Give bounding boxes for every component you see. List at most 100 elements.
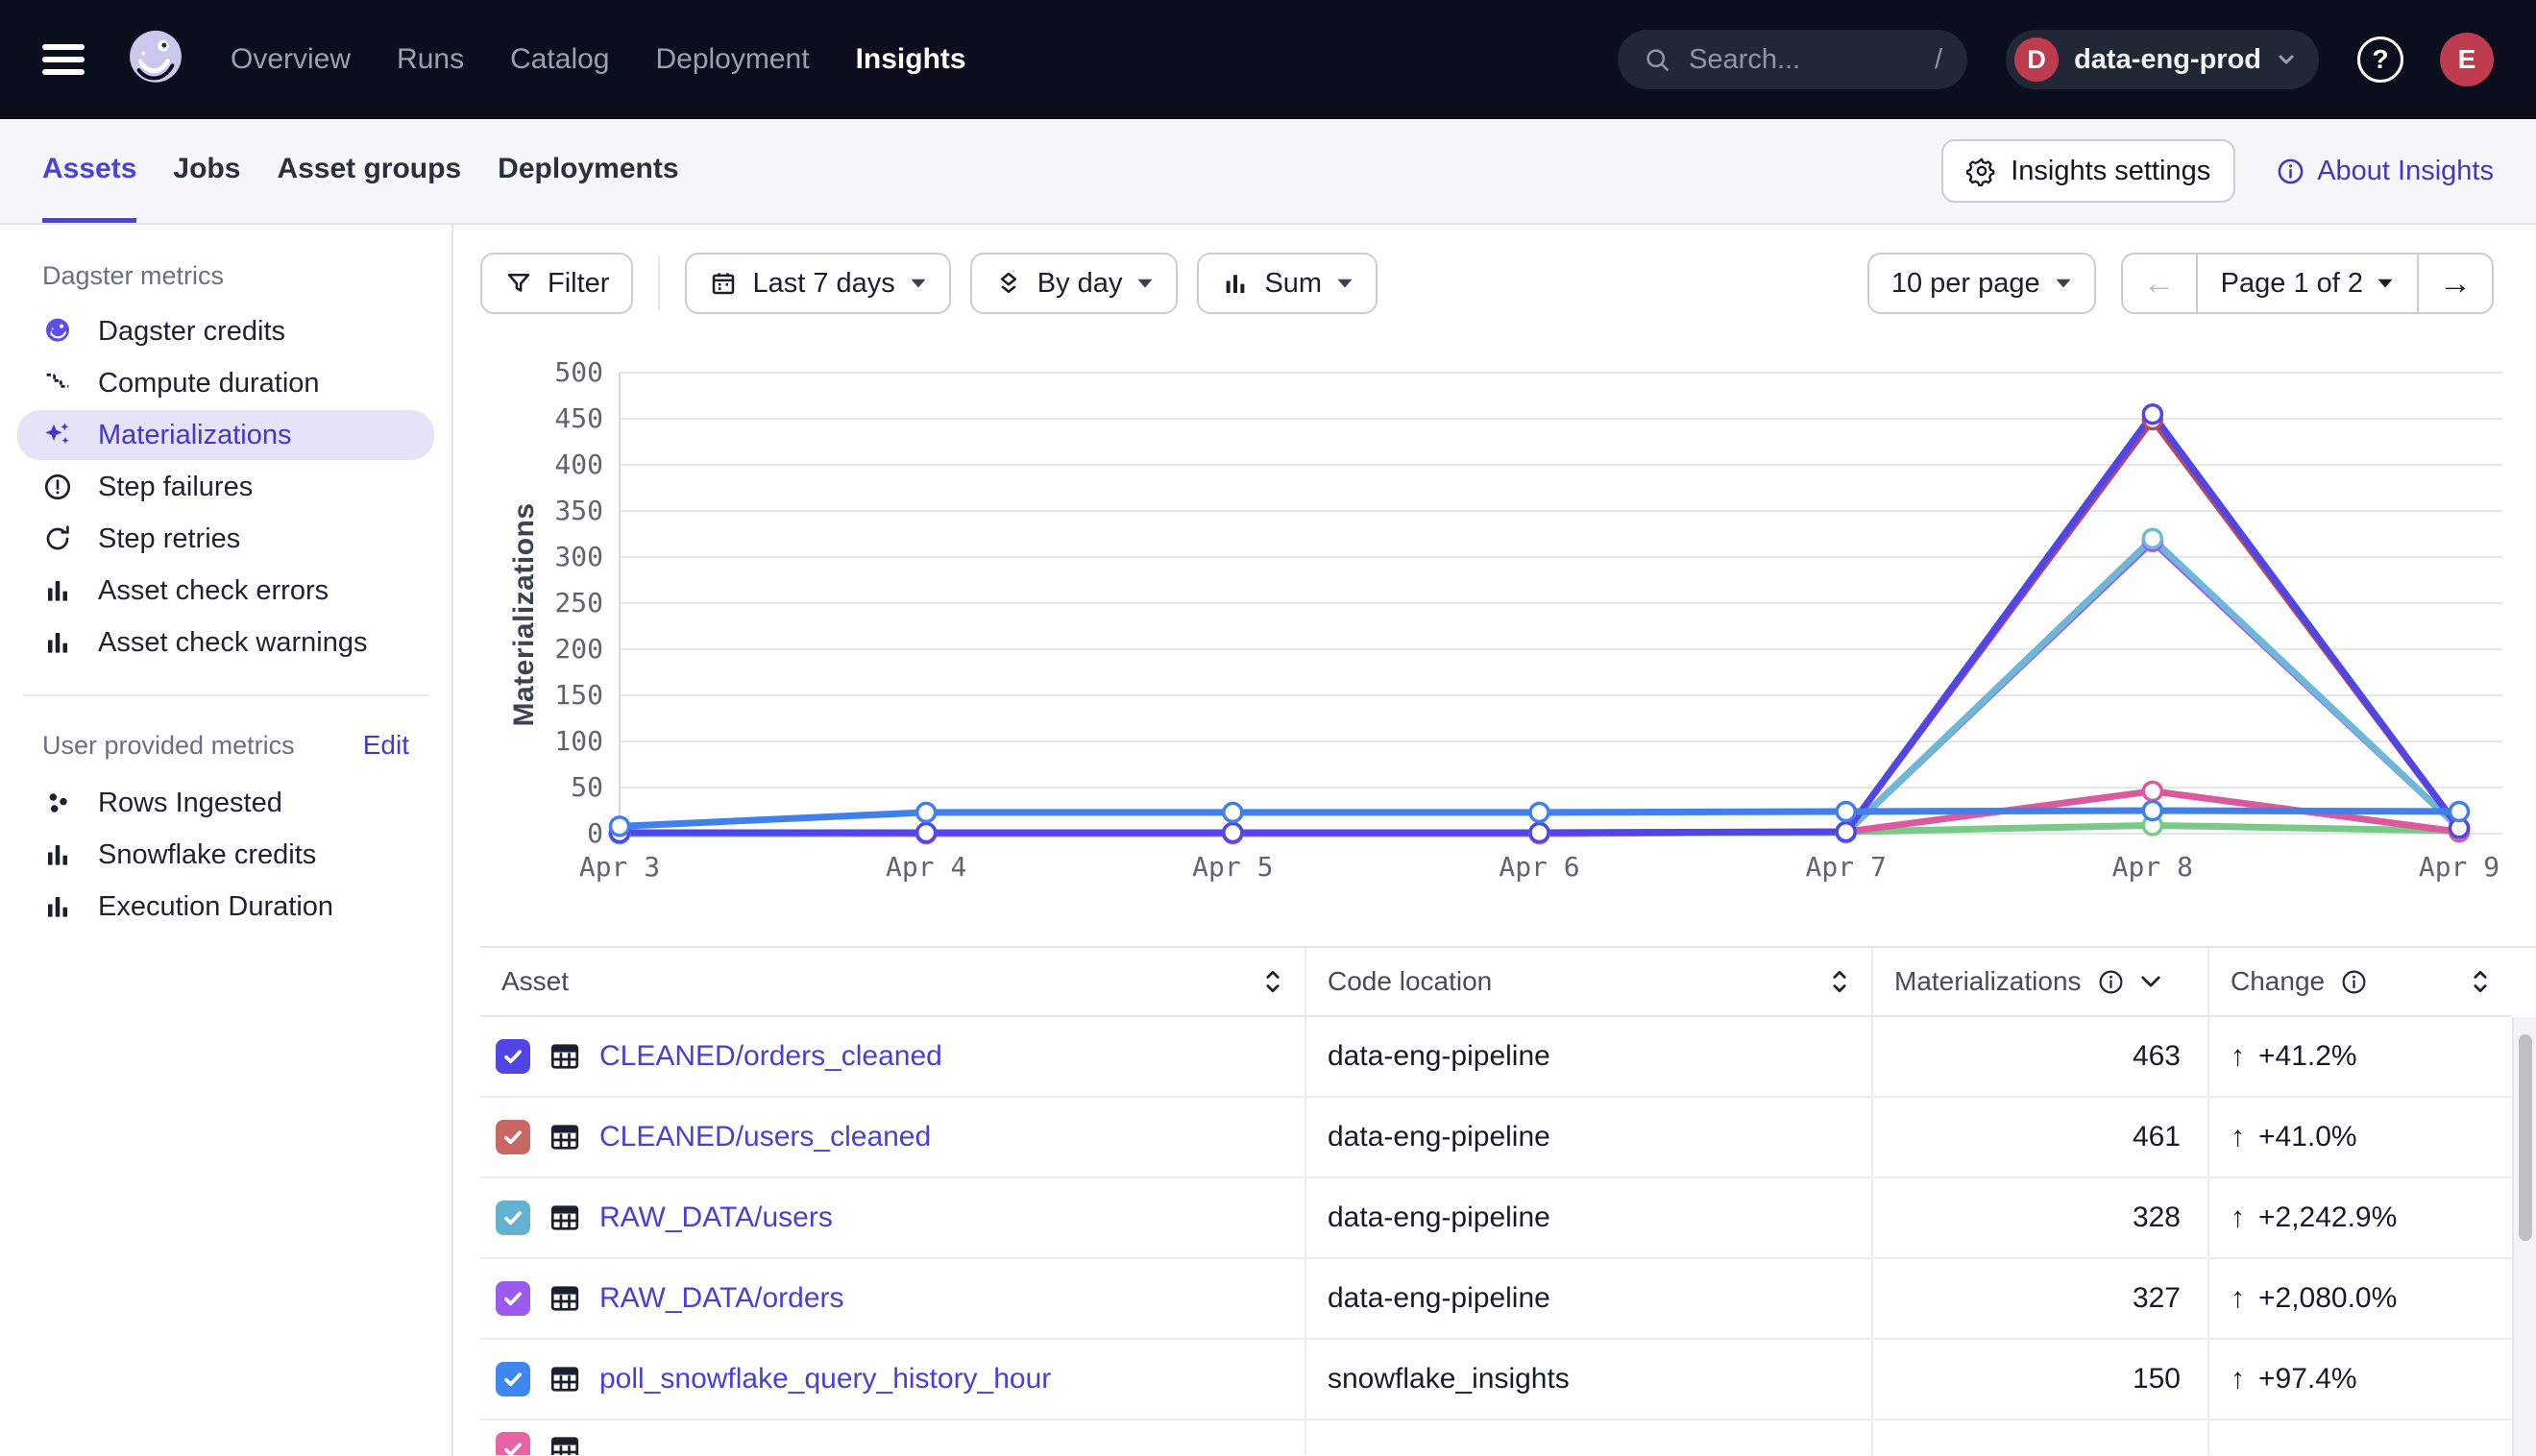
topnav-item-runs[interactable]: Runs bbox=[397, 43, 465, 75]
bar-chart-icon bbox=[42, 839, 73, 870]
asset-link[interactable]: CLEANED/orders_cleaned bbox=[599, 1040, 942, 1072]
row-checkbox[interactable] bbox=[496, 1432, 530, 1455]
caret-down-icon bbox=[2056, 279, 2071, 288]
row-checkbox[interactable] bbox=[496, 1039, 530, 1074]
asset-link[interactable]: poll_snowflake_query_history_hour bbox=[599, 1363, 1052, 1395]
asset-link[interactable]: RAW_DATA/users bbox=[599, 1201, 833, 1233]
aggregation-button[interactable]: Sum bbox=[1197, 253, 1378, 314]
chart-line-cleaned-orders-cleaned bbox=[616, 410, 2463, 837]
top-nav: Overview Runs Catalog Deployment Insights Se… bbox=[0, 0, 2536, 119]
page-label: Page 1 of 2 bbox=[2220, 267, 2363, 299]
dagster-metrics-list: Dagster credits Compute duration Materiali… bbox=[0, 306, 451, 667]
chart-line-raw-data-users bbox=[616, 535, 2463, 837]
previous-page-icon[interactable]: ← bbox=[2142, 264, 2176, 302]
materializations-value: 461 bbox=[2132, 1121, 2181, 1153]
row-checkbox[interactable] bbox=[496, 1281, 530, 1316]
row-checkbox[interactable] bbox=[496, 1362, 530, 1396]
chart-point bbox=[1222, 821, 1244, 844]
about-insights-link[interactable]: About Insights bbox=[2276, 156, 2494, 187]
column-header-asset[interactable]: Asset bbox=[480, 948, 1306, 1015]
deployment-switcher[interactable]: D data-eng-prod bbox=[2006, 30, 2319, 89]
info-icon[interactable] bbox=[2097, 968, 2125, 996]
per-page-button[interactable]: 10 per page bbox=[1866, 253, 2096, 314]
row-checkbox[interactable] bbox=[496, 1120, 530, 1154]
info-icon[interactable] bbox=[2340, 968, 2368, 996]
tabs: Assets Jobs Asset groups Deployments bbox=[42, 119, 716, 223]
metrics-sidebar: Dagster metrics Dagster credits Compute d… bbox=[0, 225, 453, 1456]
chart-point bbox=[1528, 821, 1550, 844]
sidebar-item-label: Compute duration bbox=[98, 367, 320, 399]
user-avatar[interactable]: E bbox=[2440, 33, 2494, 86]
table-row: RAW_DATA/orders data-eng-pipeline 327 ↑ +2,0… bbox=[480, 1259, 2512, 1340]
search-input[interactable]: Search... / bbox=[1618, 30, 1968, 89]
insights-settings-button[interactable]: Insights settings bbox=[1941, 139, 2236, 203]
change-up-icon: ↑ bbox=[2231, 1363, 2245, 1395]
sidebar-item-dagster-credits[interactable]: Dagster credits bbox=[17, 306, 434, 356]
page-selector[interactable]: Page 1 of 2 bbox=[2195, 255, 2419, 312]
tab-jobs[interactable]: Jobs bbox=[173, 152, 241, 184]
chart-point bbox=[2141, 780, 2164, 803]
chevron-down-icon bbox=[2279, 55, 2294, 64]
dagster-logo-icon[interactable] bbox=[119, 23, 192, 96]
topnav-item-insights[interactable]: Insights bbox=[855, 43, 966, 75]
bar-chart-icon bbox=[42, 627, 73, 658]
calendar-icon bbox=[713, 273, 735, 295]
table-row: CLEANED/users_cleaned data-eng-pipeline 46… bbox=[480, 1098, 2512, 1178]
sidebar-item-snowflake-credits[interactable]: Snowflake credits bbox=[17, 830, 434, 880]
date-range-button[interactable]: Last 7 days bbox=[685, 253, 951, 314]
asset-link[interactable]: CLEANED/users_cleaned bbox=[599, 1121, 932, 1153]
column-header-change[interactable]: Change bbox=[2209, 948, 2512, 1015]
column-header-code-location[interactable]: Code location bbox=[1306, 948, 1873, 1015]
topnav-item-overview[interactable]: Overview bbox=[231, 43, 352, 75]
asset-link[interactable]: RAW_DATA/orders bbox=[599, 1282, 844, 1314]
assets-table: Asset Code location Materializations Cha… bbox=[480, 946, 2536, 1456]
chart-line-raw-data-orders bbox=[616, 538, 2463, 837]
table-asset-icon bbox=[548, 1201, 582, 1235]
sidebar-item-step-retries[interactable]: Step retries bbox=[17, 514, 434, 564]
sidebar-item-materializations[interactable]: Materializations bbox=[17, 410, 434, 460]
sidebar-item-rows-ingested[interactable]: Rows Ingested bbox=[17, 778, 434, 828]
filter-button[interactable]: Filter bbox=[480, 253, 634, 314]
materializations-value: 328 bbox=[2132, 1201, 2181, 1233]
hamburger-menu-icon[interactable] bbox=[42, 44, 85, 75]
edit-user-metrics-link[interactable]: Edit bbox=[362, 730, 409, 760]
sort-descending-icon[interactable] bbox=[2140, 975, 2161, 988]
sort-icon[interactable] bbox=[2470, 967, 2491, 996]
scrollbar-thumb[interactable] bbox=[2519, 1034, 2532, 1241]
sidebar-item-asset-check-errors[interactable]: Asset check errors bbox=[17, 566, 434, 616]
x-tick-label: Apr 5 bbox=[1192, 851, 1273, 883]
alert-circle-icon bbox=[42, 472, 73, 502]
caret-down-icon bbox=[911, 279, 926, 288]
caret-down-icon bbox=[1137, 279, 1153, 288]
x-tick-label: Apr 8 bbox=[2112, 851, 2193, 883]
sidebar-item-step-failures[interactable]: Step failures bbox=[17, 462, 434, 512]
line-chart[interactable]: 0 50 100 150 200 250 300 350 400 450 500 Apr 3 Apr 4… bbox=[461, 346, 2536, 932]
next-page-icon[interactable]: → bbox=[2439, 264, 2472, 302]
topnav-item-deployment[interactable]: Deployment bbox=[655, 43, 810, 75]
column-header-materializations[interactable]: Materializations bbox=[1873, 948, 2209, 1015]
table-asset-icon bbox=[548, 1362, 582, 1396]
change-value: +2,080.0% bbox=[2258, 1282, 2398, 1314]
tab-asset-groups[interactable]: Asset groups bbox=[277, 152, 462, 184]
sidebar-item-execution-duration[interactable]: Execution Duration bbox=[17, 882, 434, 932]
change-value: +97.4% bbox=[2258, 1363, 2357, 1395]
topnav-item-catalog[interactable]: Catalog bbox=[510, 43, 610, 75]
dots-cluster-icon bbox=[42, 788, 73, 818]
code-location-column-label: Code location bbox=[1328, 966, 1493, 996]
sidebar-item-compute-duration[interactable]: Compute duration bbox=[17, 358, 434, 408]
sort-icon[interactable] bbox=[1262, 967, 1283, 996]
tab-deployments[interactable]: Deployments bbox=[498, 152, 679, 184]
layers-icon bbox=[1000, 272, 1016, 293]
tab-assets[interactable]: Assets bbox=[42, 119, 137, 223]
sort-icon[interactable] bbox=[1829, 967, 1850, 996]
code-location-value: data-eng-pipeline bbox=[1328, 1040, 1550, 1072]
materializations-column-label: Materializations bbox=[1894, 966, 2082, 996]
help-icon[interactable]: ? bbox=[2357, 36, 2403, 83]
row-checkbox[interactable] bbox=[496, 1201, 530, 1235]
compute-duration-icon bbox=[42, 368, 73, 399]
sidebar-item-asset-check-warnings[interactable]: Asset check warnings bbox=[17, 618, 434, 667]
x-tick-label: Apr 6 bbox=[1499, 851, 1579, 883]
group-by-button[interactable]: By day bbox=[969, 253, 1179, 314]
refresh-icon bbox=[42, 523, 73, 554]
bar-chart-icon bbox=[42, 575, 73, 606]
